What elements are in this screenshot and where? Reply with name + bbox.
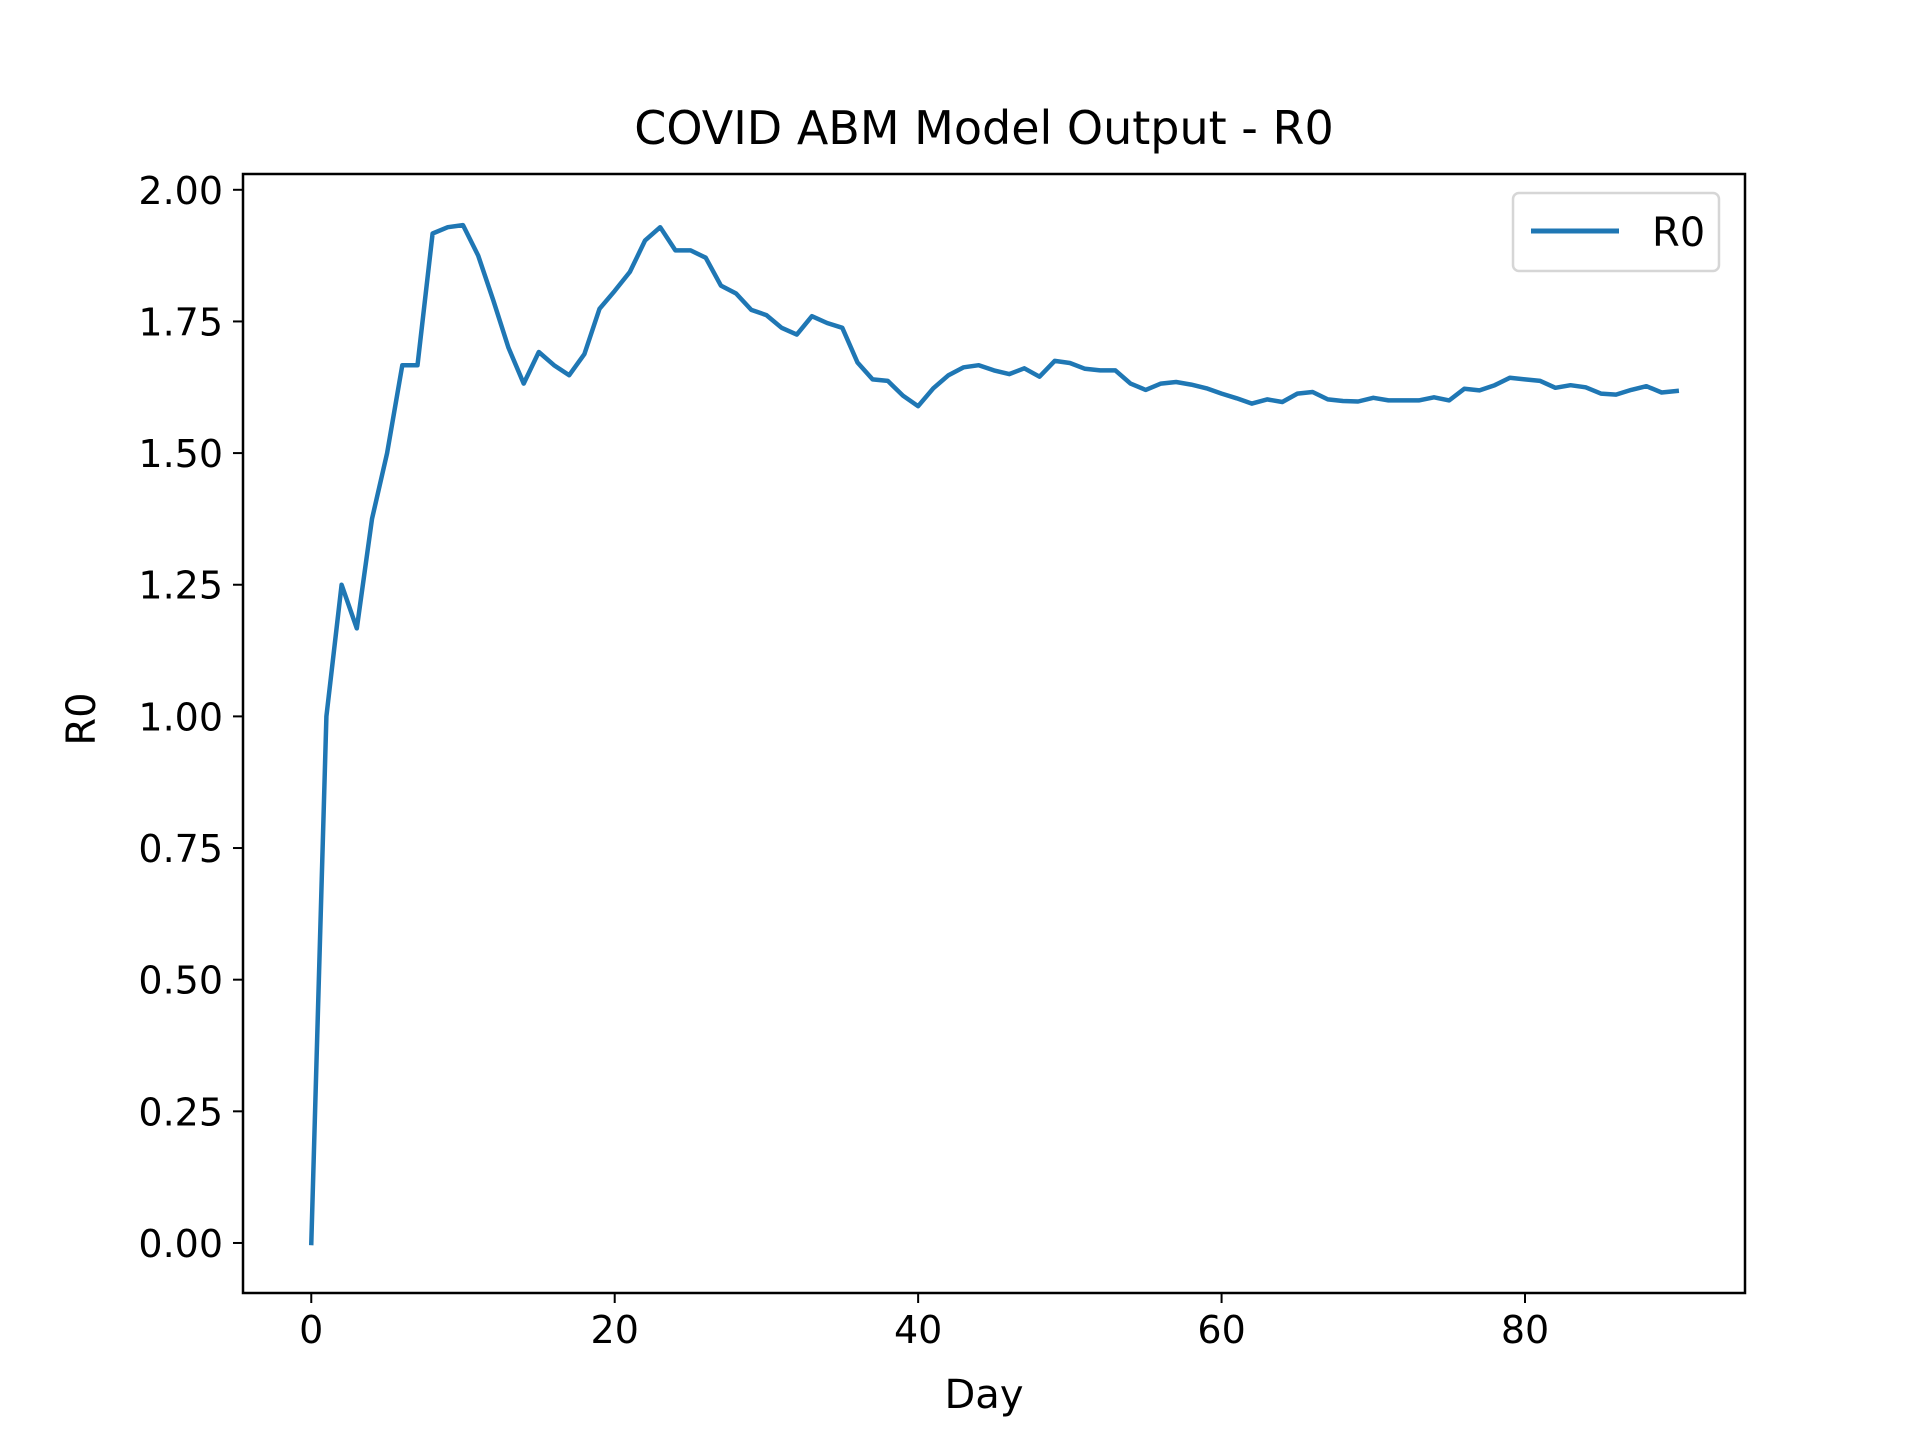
x-tick-label: 80 <box>1501 1308 1549 1352</box>
x-axis-label: Day <box>945 1372 1024 1418</box>
legend-label-r0: R0 <box>1652 210 1705 256</box>
y-tick-label: 1.50 <box>138 432 223 476</box>
x-tick-label: 0 <box>299 1308 323 1352</box>
x-tick-label: 20 <box>591 1308 639 1352</box>
y-tick-label: 1.75 <box>138 300 223 344</box>
y-tick-label: 1.00 <box>138 695 223 739</box>
y-tick-label: 0.75 <box>138 827 223 871</box>
y-tick-label: 1.25 <box>138 564 223 608</box>
x-axis-ticks: 0 20 40 60 80 <box>299 1293 1549 1352</box>
plot-area-frame <box>241 172 1747 1295</box>
y-tick-label: 0.25 <box>138 1090 223 1134</box>
x-tick-label: 40 <box>894 1308 942 1352</box>
series-line-r0 <box>308 222 1680 1246</box>
y-tick-label: 2.00 <box>138 169 223 213</box>
legend: R0 <box>1511 191 1721 273</box>
x-tick-label: 60 <box>1197 1308 1245 1352</box>
y-axis-label: R0 <box>59 692 105 745</box>
plot-series <box>308 222 1680 1246</box>
chart-title: COVID ABM Model Output - R0 <box>634 101 1334 155</box>
y-axis-ticks: 0.00 0.25 0.50 0.75 1.00 1.25 1.50 1.75 2.00 <box>138 169 243 1266</box>
y-tick-label: 0.00 <box>138 1222 223 1266</box>
y-tick-label: 0.50 <box>138 959 223 1003</box>
